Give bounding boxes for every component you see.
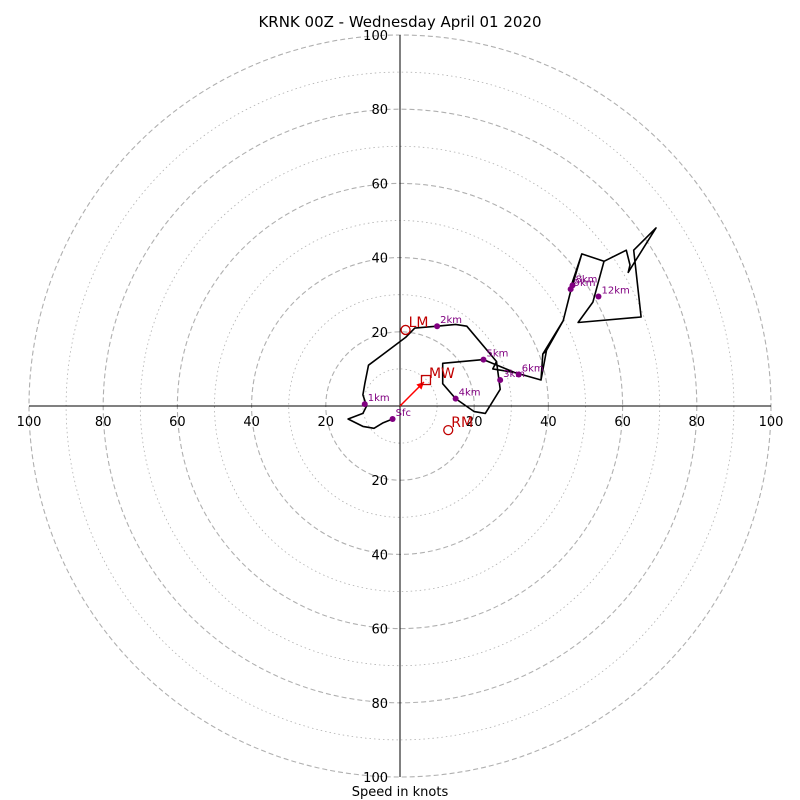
height-marker-dot — [595, 293, 602, 300]
tick-label-top: 40 — [371, 252, 388, 267]
height-marker-label: 8km — [576, 274, 598, 285]
tick-label-right: 80 — [689, 415, 706, 430]
height-marker-label: 6km — [522, 363, 544, 374]
tick-label-top: 60 — [371, 177, 388, 192]
height-marker-dot — [480, 356, 487, 363]
mean-wind-label: MW — [429, 366, 455, 382]
right-mover-marker — [443, 424, 454, 436]
tick-label-right: 20 — [466, 415, 483, 430]
tick-label-left: 60 — [169, 415, 186, 430]
storm-motion-markers: MW LM RM — [399, 315, 473, 436]
height-marker-label: 4km — [459, 388, 481, 399]
tick-label-top: 100 — [363, 29, 388, 44]
hodograph-trace — [347, 227, 657, 430]
height-marker-label: 9km — [574, 278, 596, 289]
height-marker-dot — [434, 323, 441, 330]
height-marker-dot — [389, 415, 396, 422]
mean-wind-marker — [420, 374, 432, 386]
height-marker-label: 1km — [368, 393, 390, 404]
tick-label-left: 20 — [318, 415, 335, 430]
tick-label-left: 100 — [17, 415, 42, 430]
height-marker-label: Sfc — [396, 408, 411, 419]
x-axis-label: Speed in knots — [352, 785, 449, 800]
height-marker-label: 12km — [601, 286, 629, 297]
left-mover-marker — [400, 324, 411, 336]
tick-label-bottom: 40 — [371, 548, 388, 563]
height-marker-label: 5km — [486, 349, 508, 360]
height-marker-dot — [567, 286, 574, 293]
wind-profile — [347, 227, 657, 430]
height-marker-dot — [497, 377, 504, 384]
tick-label-top: 20 — [371, 326, 388, 341]
height-marker-dot — [515, 371, 522, 378]
left-mover-label: LM — [409, 315, 429, 331]
tick-label-right: 100 — [759, 415, 784, 430]
tick-label-bottom: 20 — [371, 474, 388, 489]
tick-label-bottom: 100 — [363, 771, 388, 786]
height-marker-label: 3km — [503, 369, 525, 380]
tick-label-top: 80 — [371, 103, 388, 118]
tick-labels: 20 20 20 20 40 40 40 40 60 60 60 60 80 80 80 80 100 100 10… — [17, 29, 784, 786]
tick-label-left: 80 — [95, 415, 112, 430]
height-marker-dot — [361, 401, 368, 408]
tick-label-bottom: 80 — [371, 697, 388, 712]
tick-label-right: 60 — [614, 415, 631, 430]
tick-label-bottom: 60 — [371, 623, 388, 638]
tick-label-left: 40 — [243, 415, 260, 430]
height-marker-dot — [452, 395, 459, 402]
right-mover-label: RM — [451, 415, 473, 431]
tick-label-right: 40 — [540, 415, 557, 430]
chart-title: KRNK 00Z - Wednesday April 01 2020 — [258, 13, 541, 31]
height-marker-label: 2km — [440, 315, 462, 326]
